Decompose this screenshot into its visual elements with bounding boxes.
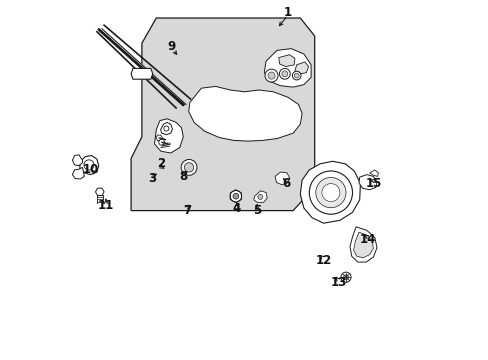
Polygon shape <box>358 175 376 190</box>
Polygon shape <box>72 155 82 166</box>
Polygon shape <box>278 55 294 67</box>
Polygon shape <box>253 191 266 202</box>
Circle shape <box>184 163 193 172</box>
Circle shape <box>292 71 301 80</box>
Polygon shape <box>131 68 152 79</box>
Polygon shape <box>188 86 302 141</box>
Polygon shape <box>72 167 84 179</box>
Text: 9: 9 <box>167 40 176 53</box>
Circle shape <box>281 71 287 77</box>
Polygon shape <box>95 188 104 195</box>
Polygon shape <box>294 62 308 74</box>
Polygon shape <box>349 227 376 262</box>
Circle shape <box>315 177 346 208</box>
Circle shape <box>257 194 263 199</box>
Polygon shape <box>160 122 172 135</box>
Polygon shape <box>154 119 183 153</box>
Circle shape <box>181 159 197 175</box>
Text: 11: 11 <box>98 199 114 212</box>
Text: 4: 4 <box>232 202 240 215</box>
Circle shape <box>321 184 339 202</box>
Polygon shape <box>300 161 360 223</box>
Polygon shape <box>80 156 99 175</box>
Polygon shape <box>275 172 289 185</box>
Circle shape <box>264 69 277 82</box>
Circle shape <box>343 275 348 280</box>
Polygon shape <box>158 139 164 145</box>
Circle shape <box>232 193 238 199</box>
Text: 12: 12 <box>315 255 331 267</box>
Polygon shape <box>264 49 310 87</box>
Text: 14: 14 <box>359 233 375 246</box>
Text: 1: 1 <box>283 6 291 19</box>
Polygon shape <box>369 170 378 176</box>
Polygon shape <box>131 18 314 211</box>
Circle shape <box>309 171 352 214</box>
Text: 2: 2 <box>157 157 165 170</box>
Circle shape <box>267 72 275 79</box>
Text: 8: 8 <box>179 170 187 183</box>
Circle shape <box>163 126 168 131</box>
Polygon shape <box>353 232 373 258</box>
Polygon shape <box>156 135 162 141</box>
Circle shape <box>279 68 289 79</box>
Circle shape <box>84 160 94 170</box>
Text: 13: 13 <box>330 276 346 289</box>
Text: 15: 15 <box>365 177 382 190</box>
Circle shape <box>230 190 241 202</box>
Text: 10: 10 <box>82 163 99 176</box>
Text: 5: 5 <box>252 204 261 217</box>
Text: 6: 6 <box>281 177 289 190</box>
Text: 7: 7 <box>183 204 191 217</box>
Circle shape <box>294 73 299 78</box>
Circle shape <box>340 272 350 282</box>
Text: 3: 3 <box>147 172 156 185</box>
